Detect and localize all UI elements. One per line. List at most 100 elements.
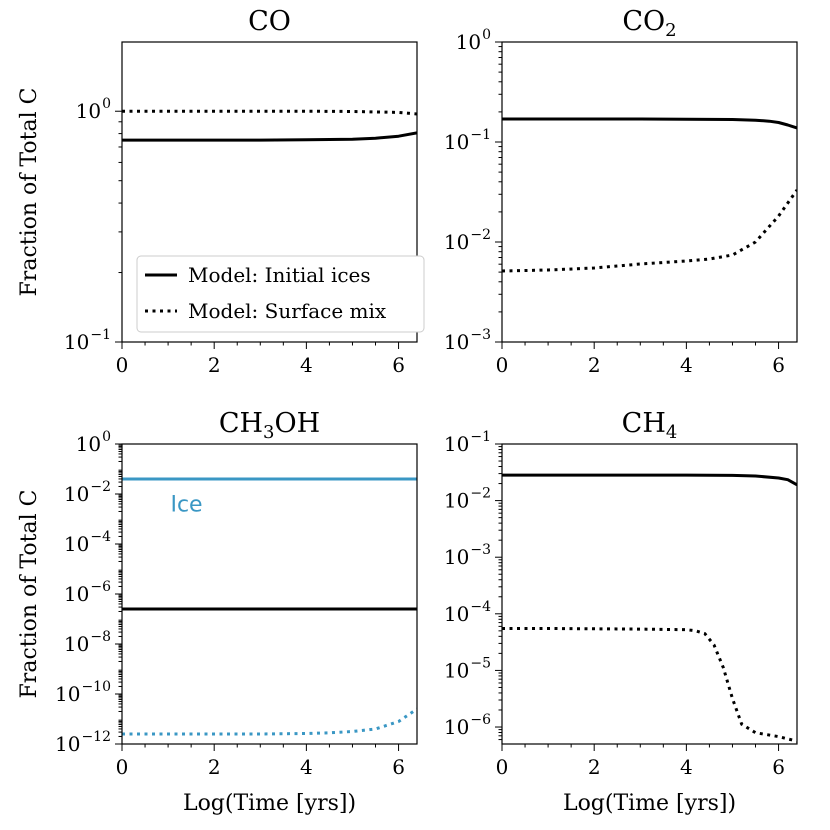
co2-title-base: CO: [622, 6, 665, 37]
co2-y-tick-exponent: −2: [470, 227, 491, 243]
ch4-y-tick-exponent: −1: [470, 429, 491, 445]
ch3oh-y-tick-exponent: −4: [90, 529, 111, 545]
co2-y-tick-label: 010: [456, 27, 491, 54]
ch3oh-y-tick-label: −610: [64, 579, 111, 606]
ch4-x-tick-label: 6: [772, 755, 785, 779]
co-y-tick-exponent: 0: [102, 96, 111, 112]
ch3oh-y-tick-base: 10: [64, 582, 89, 606]
co2-y-tick-label: −310: [444, 327, 491, 354]
co2-title: CO2: [622, 6, 676, 41]
ch3oh-y-tick-base: 10: [55, 732, 80, 756]
co-x-tick-label: 2: [208, 353, 221, 377]
co-title: CO: [248, 6, 291, 37]
ch4-title: CH4: [622, 408, 678, 443]
panel-ch4: 0 2 4 6−610−510−410−310−210−110CH4Log(Time …: [444, 408, 797, 816]
co2-x-tick-label: 2: [588, 353, 601, 377]
ch4-y-tick-base: 10: [444, 489, 469, 513]
ch3oh-series-ice-surface-mix-: [122, 709, 417, 734]
co2-y-tick-base: 10: [444, 330, 469, 354]
ch4-y-tick-base: 10: [444, 602, 469, 626]
ch3oh-title-subscript: 3: [263, 422, 274, 443]
ch4-series-model-initial-ices: [502, 475, 797, 485]
co2-y-tick-exponent: 0: [482, 27, 491, 43]
ch3oh-y-tick-base: 10: [64, 532, 89, 556]
co-series-model-initial-ices: [122, 133, 417, 140]
co2-y-tick-exponent: −1: [470, 127, 491, 143]
ch4-y-tick-base: 10: [444, 432, 469, 456]
ch4-y-tick-label: −110: [444, 429, 491, 456]
ch4-axes-frame: [502, 444, 797, 744]
co2-y-tick-base: 10: [456, 30, 481, 54]
co2-y-tick-label: −210: [444, 227, 491, 254]
ch3oh-y-tick-exponent: −8: [90, 629, 111, 645]
ch3oh-x-axis-label: Log(Time [yrs]): [183, 791, 356, 816]
co-y-tick-exponent: −1: [90, 327, 111, 343]
ch4-y-tick-exponent: −4: [470, 599, 491, 615]
ch3oh-y-tick-label: −810: [64, 629, 111, 656]
co-y-axis-label: Fraction of Total C: [17, 88, 42, 297]
co-series-model-surface-mix: [122, 111, 417, 114]
co2-series-model-initial-ices: [502, 119, 797, 128]
ch3oh-x-tick-label: 2: [208, 755, 221, 779]
ch3oh-y-tick-label: 010: [76, 429, 111, 456]
ch4-y-tick-exponent: −2: [470, 486, 491, 502]
co2-x-tick-label: 0: [496, 353, 509, 377]
ch4-y-tick-base: 10: [444, 715, 469, 739]
ch4-y-tick-label: −610: [444, 712, 491, 739]
ch3oh-y-tick-label: −410: [64, 529, 111, 556]
figure-canvas: 0 2 4 6−110010COFraction of Total C Model: I…: [0, 0, 830, 830]
ch3oh-title: CH3OH: [219, 408, 320, 443]
co2-series-model-surface-mix: [502, 190, 797, 271]
ch4-y-tick-label: −510: [444, 655, 491, 682]
ch3oh-y-tick-base: 10: [76, 432, 101, 456]
ch3oh-annotation-ice: Ice: [170, 493, 202, 518]
ch3oh-y-tick-exponent: −2: [90, 479, 111, 495]
ch4-series-model-surface-mix: [502, 629, 797, 742]
co2-y-tick-exponent: −3: [470, 327, 491, 343]
ch4-title-subscript: 4: [666, 422, 677, 443]
co2-x-tick-label: 4: [680, 353, 693, 377]
ch3oh-y-tick-exponent: −12: [81, 729, 111, 745]
ch3oh-y-tick-exponent: 0: [102, 429, 111, 445]
ch4-y-tick-exponent: −3: [470, 542, 491, 558]
co-x-tick-label: 6: [392, 353, 405, 377]
ch3oh-y-tick-exponent: −6: [90, 579, 111, 595]
ch4-x-tick-label: 2: [588, 755, 601, 779]
ch4-x-tick-label: 4: [680, 755, 693, 779]
ch3oh-y-tick-exponent: −10: [81, 679, 111, 695]
ch3oh-title-base: CH: [219, 408, 263, 439]
panel-ch3oh: 0 2 4 6−1210−1010−810−610−410−210010CH3OHFr…: [17, 408, 417, 816]
co2-axes-frame: [502, 42, 797, 342]
co-title-base: CO: [248, 6, 291, 37]
ch3oh-y-tick-base: 10: [64, 482, 89, 506]
ch4-y-tick-exponent: −6: [470, 712, 491, 728]
co2-y-tick-base: 10: [444, 130, 469, 154]
co-y-tick-base: 10: [76, 99, 101, 123]
ch3oh-y-tick-base: 10: [55, 682, 80, 706]
ch3oh-axes-frame: [122, 444, 417, 744]
legend-dotted-label: Model: Surface mix: [188, 299, 387, 323]
co-x-tick-label: 0: [116, 353, 129, 377]
ch4-x-tick-label: 0: [496, 755, 509, 779]
co-x-tick-label: 4: [300, 353, 313, 377]
ch3oh-y-tick-base: 10: [64, 632, 89, 656]
co2-title-subscript: 2: [665, 20, 676, 41]
legend-solid-label: Model: Initial ices: [188, 263, 371, 287]
co2-x-tick-label: 6: [772, 353, 785, 377]
ch4-y-tick-exponent: −5: [470, 655, 491, 671]
co2-y-tick-label: −110: [444, 127, 491, 154]
ch4-x-axis-label: Log(Time [yrs]): [563, 791, 736, 816]
co-y-tick-label: 010: [76, 96, 111, 123]
ch3oh-y-tick-label: −210: [64, 479, 111, 506]
ch4-y-tick-label: −410: [444, 599, 491, 626]
ch3oh-title-tail: OH: [274, 408, 320, 439]
ch3oh-x-tick-label: 6: [392, 755, 405, 779]
co-y-tick-label: −110: [64, 327, 111, 354]
ch3oh-y-axis-label: Fraction of Total C: [17, 490, 42, 699]
legend: Model: Initial ices Model: Surface mix: [137, 256, 424, 332]
ch4-y-tick-label: −310: [444, 542, 491, 569]
